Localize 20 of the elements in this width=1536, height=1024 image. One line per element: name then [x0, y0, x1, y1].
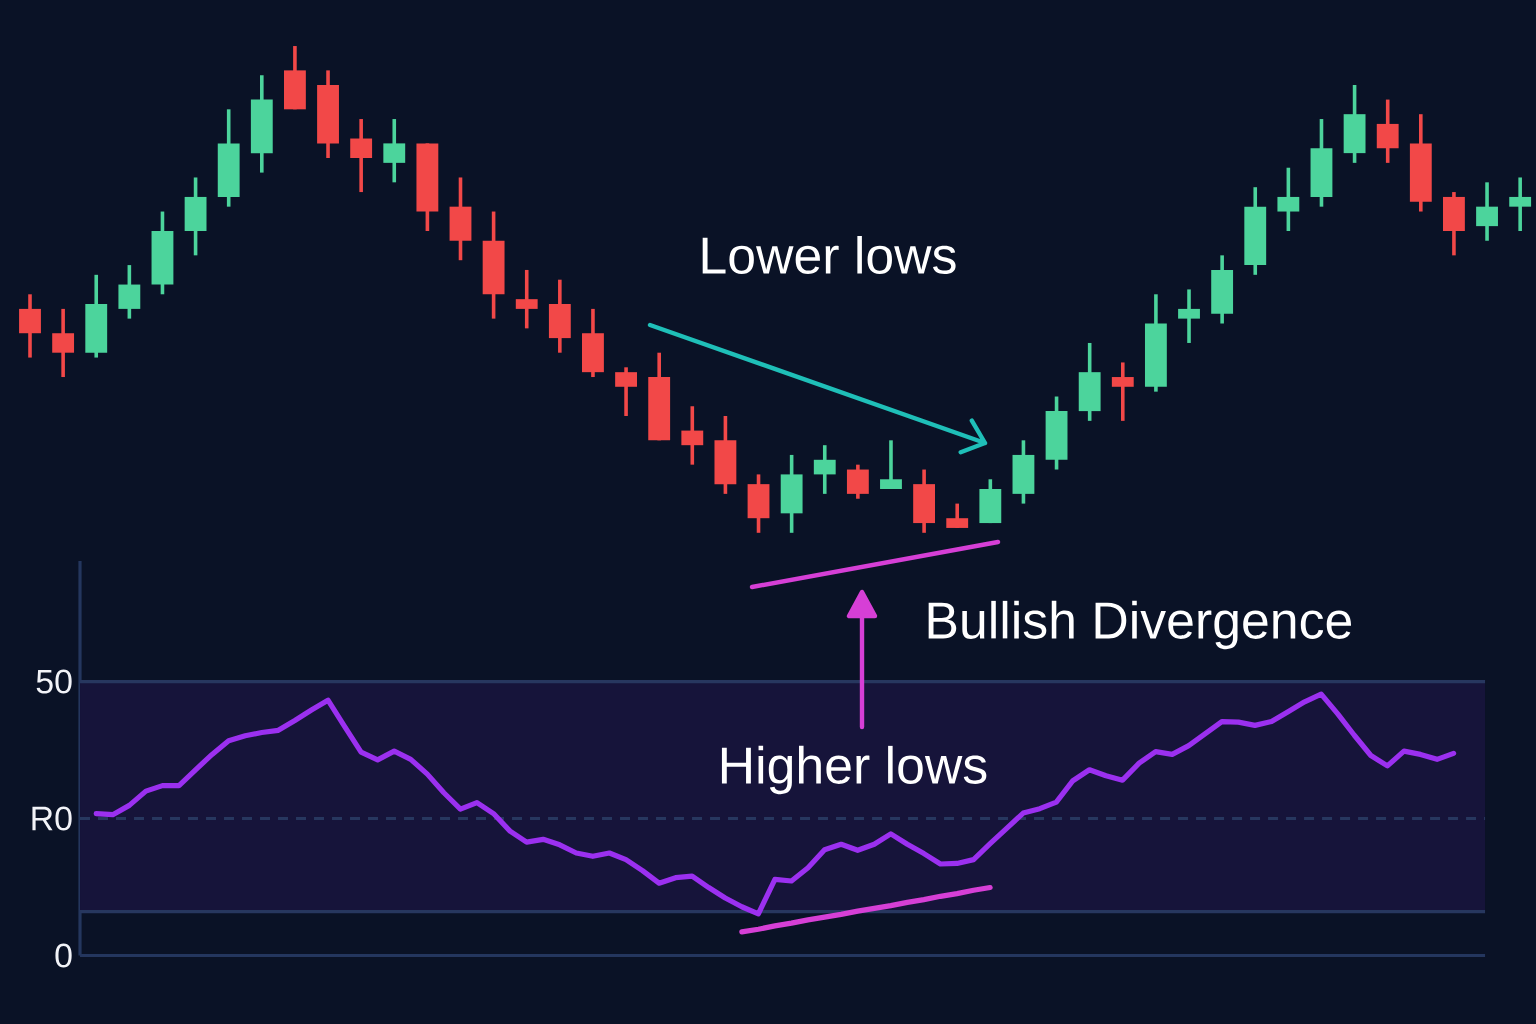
candlestick	[681, 406, 704, 465]
candlestick	[946, 503, 969, 528]
candlestick	[1178, 289, 1200, 343]
candlestick	[813, 445, 836, 494]
candlestick	[1476, 182, 1498, 241]
candlestick	[1509, 177, 1532, 232]
y-tick-label: 0	[55, 943, 72, 968]
candlestick	[383, 119, 406, 183]
candlestick	[515, 268, 538, 329]
annotation: Bullish Divergence	[928, 600, 1352, 650]
candlestick	[880, 440, 902, 489]
candlestick	[1277, 167, 1300, 232]
y-tick-label: R0	[32, 806, 72, 831]
annotation: Lower lows	[702, 235, 956, 275]
candlestick	[1111, 362, 1134, 421]
candlestick	[52, 308, 75, 379]
annotation: Higher lows	[721, 745, 987, 795]
candlestick	[615, 367, 637, 416]
y-tick-label: 50	[36, 669, 72, 694]
candlestick	[350, 119, 373, 194]
